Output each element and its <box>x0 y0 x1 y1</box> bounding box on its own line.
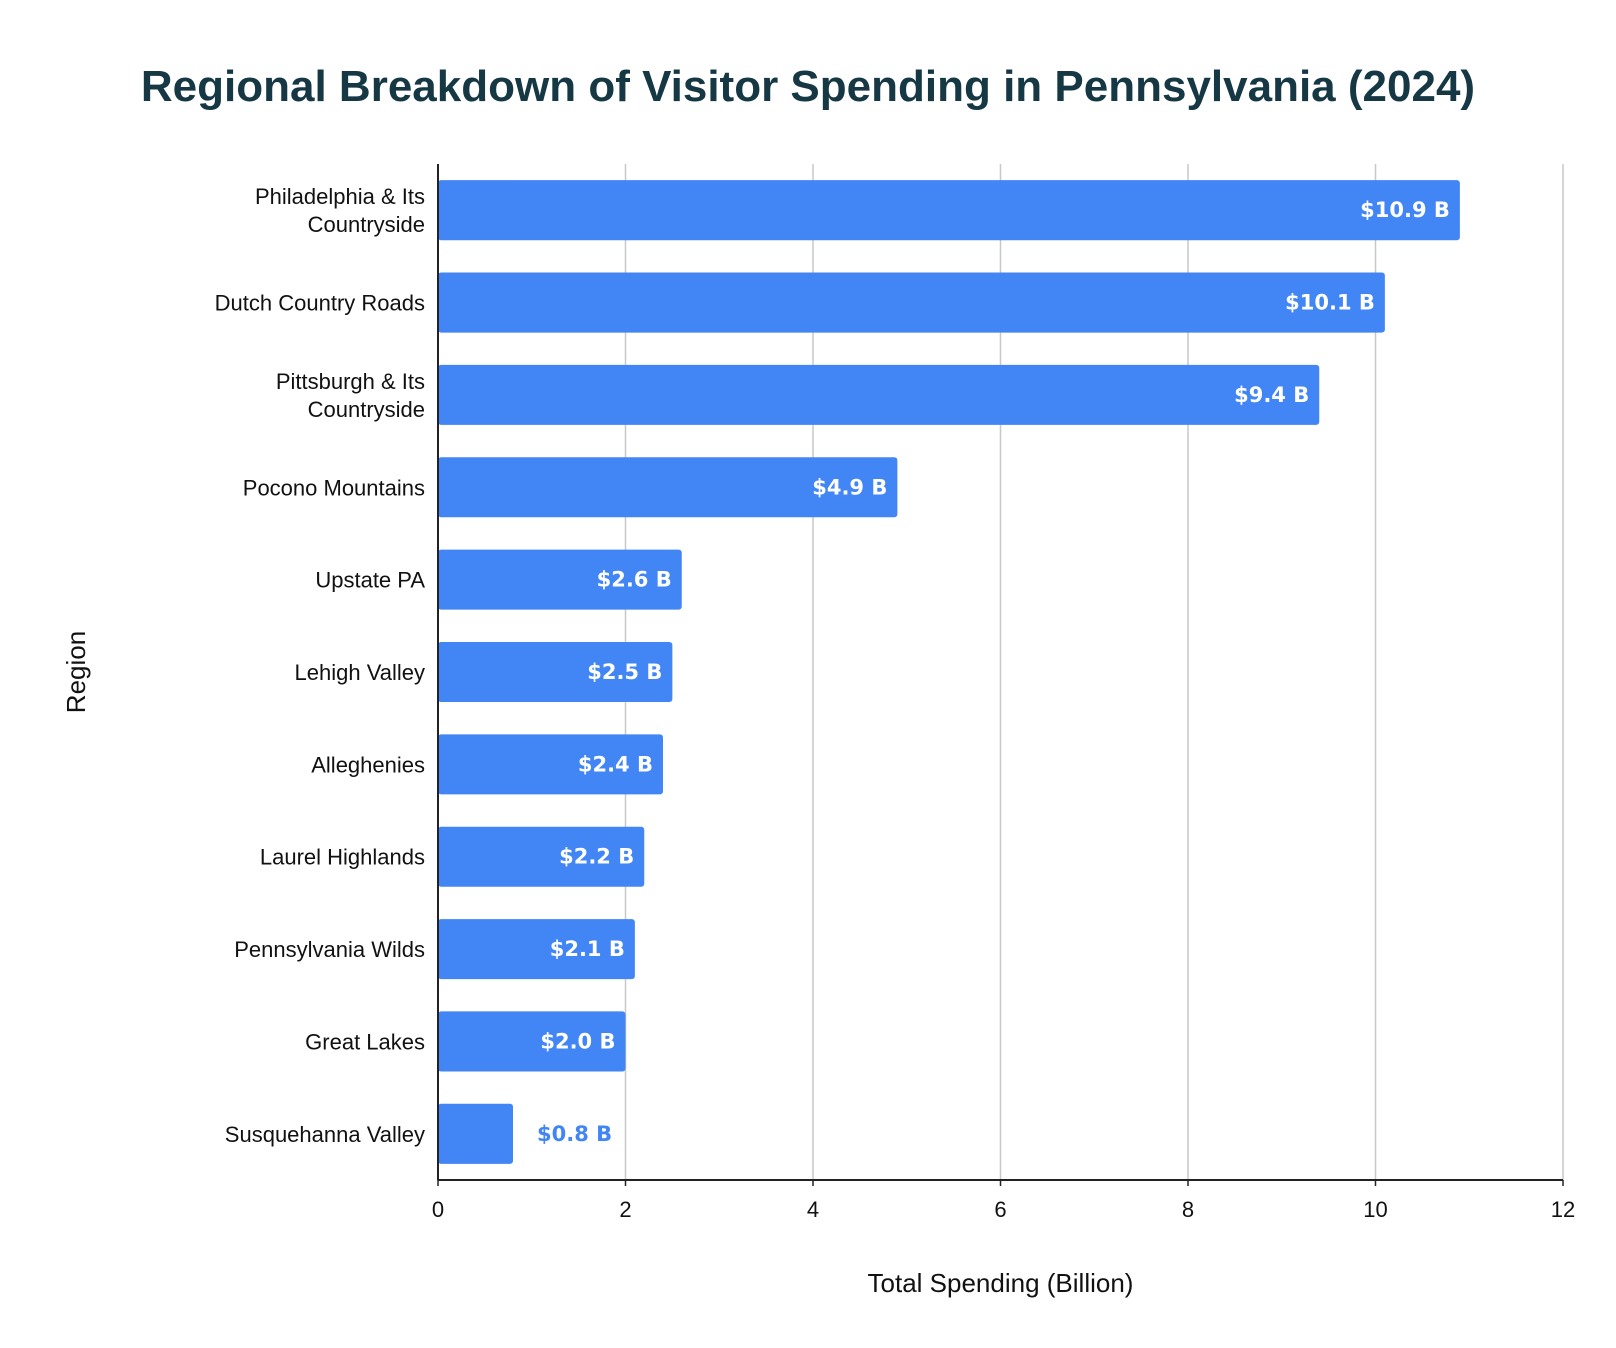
bar <box>438 180 1460 241</box>
bar <box>438 549 682 610</box>
x-tick-label: 0 <box>432 1197 444 1222</box>
bar <box>438 734 663 795</box>
category-label: Upstate PA <box>315 568 425 593</box>
data-label: $10.9 B <box>1360 198 1450 222</box>
x-tick-label: 10 <box>1363 1197 1387 1222</box>
x-tick-label: 6 <box>994 1197 1006 1222</box>
data-label: $0.8 B <box>537 1122 612 1146</box>
data-label: $2.6 B <box>597 568 672 592</box>
category-label: Dutch Country Roads <box>215 291 425 316</box>
data-label: $4.9 B <box>812 475 887 499</box>
bar <box>438 272 1385 333</box>
bar <box>438 919 635 980</box>
data-label: $2.4 B <box>578 752 653 776</box>
category-label: Pennsylvania Wilds <box>234 937 425 962</box>
x-tick-label: 2 <box>619 1197 631 1222</box>
data-label: $2.2 B <box>559 845 634 869</box>
x-axis-title: Total Spending (Billion) <box>868 1268 1134 1298</box>
category-label: Pocono Mountains <box>243 475 425 500</box>
bar <box>438 1103 513 1164</box>
data-label: $2.0 B <box>540 1029 615 1053</box>
category-label: Laurel Highlands <box>260 845 425 870</box>
bar <box>438 826 645 887</box>
data-label: $2.1 B <box>550 937 625 961</box>
bar <box>438 641 673 703</box>
category-label: Alleghenies <box>311 752 425 777</box>
x-tick-label: 8 <box>1182 1197 1194 1222</box>
bar <box>438 364 1320 425</box>
category-label: Pittsburgh & Its Countryside <box>276 369 425 422</box>
chart-title: Regional Breakdown of Visitor Spending i… <box>140 62 1476 111</box>
bar <box>438 457 898 518</box>
data-label: $2.5 B <box>587 660 662 684</box>
x-tick-label: 12 <box>1551 1197 1575 1222</box>
data-label: $9.4 B <box>1234 383 1309 407</box>
category-label: Susquehanna Valley <box>225 1122 425 1147</box>
category-label: Philadelphia & Its Countryside <box>255 184 425 237</box>
x-tick-label: 4 <box>807 1197 819 1222</box>
data-label: $10.1 B <box>1285 291 1375 315</box>
category-label: Lehigh Valley <box>295 660 425 685</box>
category-label: Great Lakes <box>305 1029 425 1054</box>
y-axis-title: Region <box>61 631 91 713</box>
bar <box>438 1011 626 1072</box>
